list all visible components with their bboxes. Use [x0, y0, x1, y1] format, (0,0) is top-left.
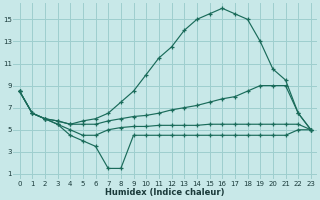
- X-axis label: Humidex (Indice chaleur): Humidex (Indice chaleur): [106, 188, 225, 197]
